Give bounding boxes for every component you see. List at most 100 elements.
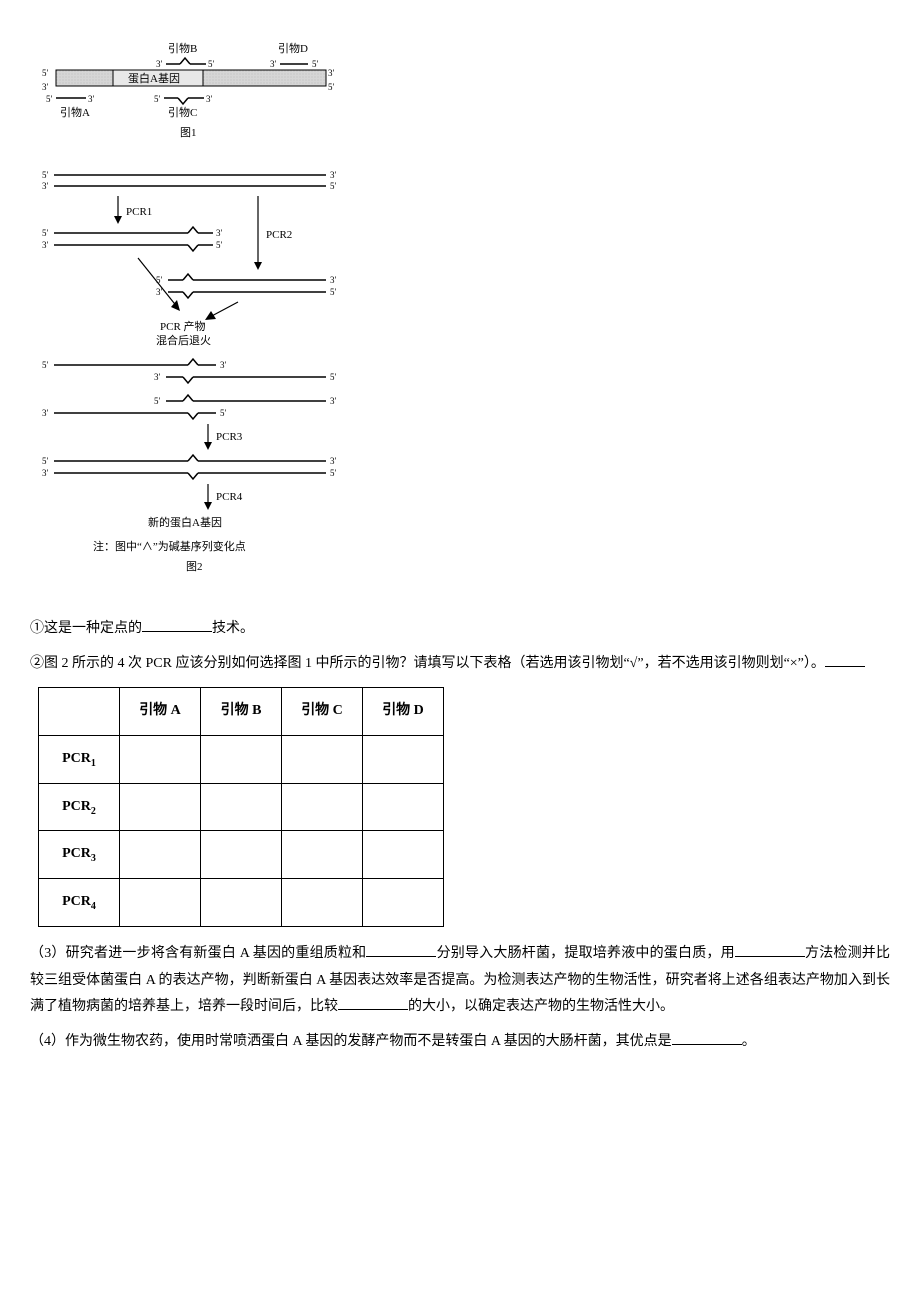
fig1-label-primerA: 引物A bbox=[60, 105, 90, 119]
cell[interactable] bbox=[282, 783, 363, 831]
cell[interactable] bbox=[363, 735, 444, 783]
fig2-mix-l1: PCR 产物 bbox=[160, 319, 206, 333]
svg-text:3′: 3′ bbox=[216, 228, 223, 238]
fig2-pcr2: PCR2 bbox=[266, 229, 292, 241]
row-pcr1: PCR1 bbox=[39, 735, 120, 783]
svg-text:5′: 5′ bbox=[330, 372, 337, 382]
figure-2: 5′ 3′ 3′ 5′ PCR1 PCR2 5′ 3′ 3′ 5′ 5′ 3′ … bbox=[38, 168, 890, 598]
q3-blank-1[interactable] bbox=[366, 942, 436, 957]
fig1-label-primerD: 引物D bbox=[278, 41, 308, 55]
q2-text: 图 2 所示的 4 次 PCR 应该分别如何选择图 1 中所示的引物？请填写以下… bbox=[44, 656, 825, 671]
q4-prefix: （4） bbox=[30, 1034, 65, 1049]
table-row: PCR4 bbox=[39, 879, 444, 927]
row-pcr2: PCR2 bbox=[39, 783, 120, 831]
svg-text:3′: 3′ bbox=[154, 372, 161, 382]
svg-text:5′: 5′ bbox=[42, 68, 49, 78]
cell[interactable] bbox=[363, 831, 444, 879]
svg-text:3′: 3′ bbox=[42, 240, 49, 250]
q1-blank[interactable] bbox=[142, 617, 212, 632]
q4-text-a: 作为微生物农药，使用时常喷洒蛋白 A 基因的发酵产物而不是转蛋白 A 基因的大肠… bbox=[65, 1034, 672, 1049]
q4-text-b: 。 bbox=[742, 1034, 756, 1049]
table-row: PCR1 bbox=[39, 735, 444, 783]
cell[interactable] bbox=[201, 831, 282, 879]
fig1-label-primerC: 引物C bbox=[168, 105, 197, 119]
svg-text:3′: 3′ bbox=[330, 170, 337, 180]
q1-text-b: 技术。 bbox=[212, 621, 254, 636]
svg-text:5′: 5′ bbox=[312, 59, 319, 69]
table-col-primerA: 引物 A bbox=[120, 688, 201, 736]
cell[interactable] bbox=[120, 879, 201, 927]
cell[interactable] bbox=[282, 735, 363, 783]
svg-text:5′: 5′ bbox=[42, 228, 49, 238]
fig1-label-geneA: 蛋白A基因 bbox=[128, 71, 180, 85]
svg-text:3′: 3′ bbox=[270, 59, 277, 69]
row-pcr3: PCR3 bbox=[39, 831, 120, 879]
row-pcr4: PCR4 bbox=[39, 879, 120, 927]
question-2: ②图 2 所示的 4 次 PCR 应该分别如何选择图 1 中所示的引物？请填写以… bbox=[30, 651, 890, 678]
svg-text:5′: 5′ bbox=[328, 82, 335, 92]
svg-text:5′: 5′ bbox=[330, 287, 337, 297]
cell[interactable] bbox=[282, 879, 363, 927]
figure-1: 引物B 引物D 3′ 5′ 3′ 5′ 5′ 3′ 蛋白A基因 3′ 5′ 5′… bbox=[38, 40, 890, 150]
question-3: （3）研究者进一步将含有新蛋白 A 基因的重组质粒和分别导入大肠杆菌，提取培养液… bbox=[30, 941, 890, 1021]
cell[interactable] bbox=[201, 735, 282, 783]
svg-text:5′: 5′ bbox=[220, 408, 227, 418]
svg-text:3′: 3′ bbox=[88, 94, 95, 104]
svg-text:3′: 3′ bbox=[42, 468, 49, 478]
svg-text:3′: 3′ bbox=[42, 181, 49, 191]
svg-text:5′: 5′ bbox=[156, 275, 163, 285]
fig1-label-primerB: 引物B bbox=[168, 41, 197, 55]
svg-text:3′: 3′ bbox=[206, 94, 213, 104]
fig2-pcr3: PCR3 bbox=[216, 431, 243, 443]
svg-text:3′: 3′ bbox=[42, 408, 49, 418]
svg-text:3′: 3′ bbox=[156, 287, 163, 297]
primer-table: 引物 A 引物 B 引物 C 引物 D PCR1 PCR2 PCR3 PCR4 bbox=[38, 687, 444, 927]
svg-text:5′: 5′ bbox=[42, 170, 49, 180]
fig2-mix-l2: 混合后退火 bbox=[156, 333, 211, 347]
svg-text:5′: 5′ bbox=[208, 59, 215, 69]
q3-text-d: 的大小，以确定表达产物的生物活性大小。 bbox=[408, 999, 674, 1014]
cell[interactable] bbox=[363, 879, 444, 927]
table-col-primerD: 引物 D bbox=[363, 688, 444, 736]
q4-blank[interactable] bbox=[672, 1030, 742, 1045]
table-col-primerB: 引物 B bbox=[201, 688, 282, 736]
svg-text:3′: 3′ bbox=[220, 360, 227, 370]
q3-blank-3[interactable] bbox=[338, 995, 408, 1010]
svg-text:5′: 5′ bbox=[330, 468, 337, 478]
cell[interactable] bbox=[363, 783, 444, 831]
svg-text:5′: 5′ bbox=[154, 94, 161, 104]
q2-blank-trail[interactable] bbox=[825, 652, 865, 667]
cell[interactable] bbox=[201, 879, 282, 927]
svg-text:5′: 5′ bbox=[154, 396, 161, 406]
fig1-caption: 图1 bbox=[180, 126, 197, 139]
fig2-note: 注：图中“∧”为碱基序列变化点 bbox=[93, 539, 246, 553]
svg-text:5′: 5′ bbox=[46, 94, 53, 104]
figure-2-svg: 5′ 3′ 3′ 5′ PCR1 PCR2 5′ 3′ 3′ 5′ 5′ 3′ … bbox=[38, 168, 358, 598]
fig2-pcr4: PCR4 bbox=[216, 491, 243, 503]
figure-1-svg: 引物B 引物D 3′ 5′ 3′ 5′ 5′ 3′ 蛋白A基因 3′ 5′ 5′… bbox=[38, 40, 358, 150]
cell[interactable] bbox=[201, 783, 282, 831]
question-1: ①这是一种定点的技术。 bbox=[30, 616, 890, 643]
cell[interactable] bbox=[120, 831, 201, 879]
q3-prefix: （3） bbox=[30, 946, 66, 961]
table-corner bbox=[39, 688, 120, 736]
svg-text:5′: 5′ bbox=[42, 456, 49, 466]
circled-2: ② bbox=[30, 656, 44, 671]
q3-text-a: 研究者进一步将含有新蛋白 A 基因的重组质粒和 bbox=[66, 946, 367, 961]
svg-text:5′: 5′ bbox=[216, 240, 223, 250]
q3-blank-2[interactable] bbox=[735, 942, 805, 957]
cell[interactable] bbox=[120, 783, 201, 831]
cell[interactable] bbox=[282, 831, 363, 879]
q1-text-a: 这是一种定点的 bbox=[44, 621, 142, 636]
svg-text:3′: 3′ bbox=[42, 82, 49, 92]
cell[interactable] bbox=[120, 735, 201, 783]
table-col-primerC: 引物 C bbox=[282, 688, 363, 736]
svg-text:5′: 5′ bbox=[42, 360, 49, 370]
svg-text:3′: 3′ bbox=[330, 275, 337, 285]
svg-text:5′: 5′ bbox=[330, 181, 337, 191]
svg-text:3′: 3′ bbox=[330, 396, 337, 406]
fig2-caption: 图2 bbox=[186, 560, 203, 573]
svg-text:3′: 3′ bbox=[156, 59, 163, 69]
svg-text:3′: 3′ bbox=[330, 456, 337, 466]
fig2-new-gene: 新的蛋白A基因 bbox=[148, 515, 222, 529]
